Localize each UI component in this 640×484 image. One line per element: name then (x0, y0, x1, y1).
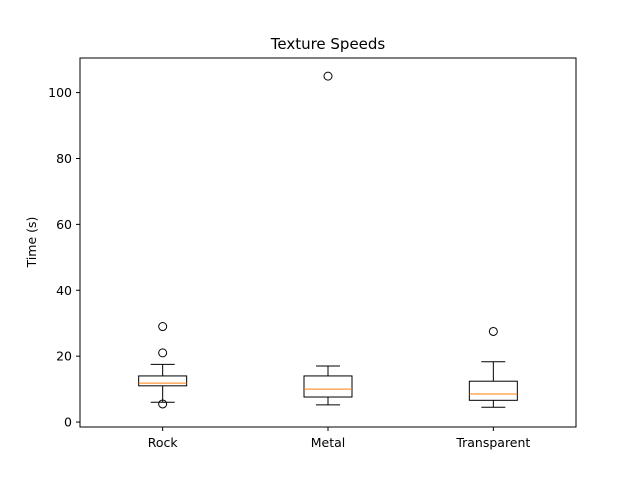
box-iqr (303, 375, 353, 398)
box-iqr (138, 375, 188, 387)
outlier-point (158, 322, 168, 332)
y-tick-label: 20 (56, 349, 72, 364)
outlier-point (158, 348, 168, 358)
y-axis-label: Time (s) (24, 217, 39, 269)
x-tick-label: Transparent (455, 435, 530, 450)
box-iqr (468, 380, 518, 401)
x-tick-label: Rock (148, 435, 179, 450)
chart-title: Texture Speeds (270, 35, 386, 53)
outlier-point (323, 71, 333, 81)
outlier-point (158, 399, 168, 409)
y-tick-label: 0 (64, 415, 72, 430)
y-tick-label: 60 (56, 217, 72, 232)
x-tick-label: Metal (311, 435, 346, 450)
plot-marks: 0 20 40 60 80 100 Rock Metal Transparent (48, 71, 530, 450)
y-tick-label: 80 (56, 151, 72, 166)
y-tick-label: 100 (48, 85, 72, 100)
y-tick-label: 40 (56, 283, 72, 298)
outlier-point (488, 326, 498, 336)
plot-frame (79, 57, 577, 428)
